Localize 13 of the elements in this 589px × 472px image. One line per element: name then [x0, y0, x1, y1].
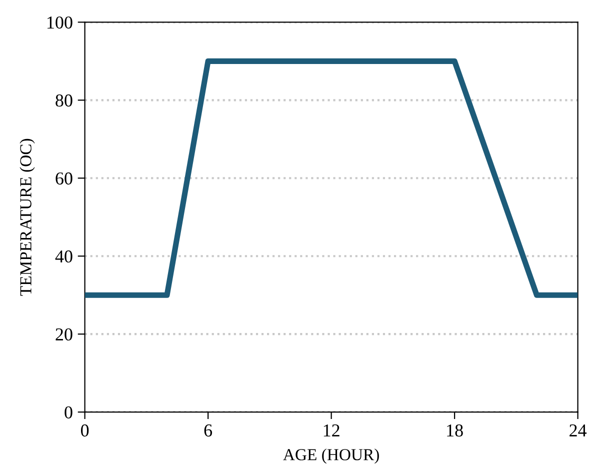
y-axis-title: TEMPERATURE (OC): [20, 138, 35, 296]
x-tick-label: 0: [80, 424, 89, 437]
y-tick-label: 60: [56, 172, 72, 185]
y-tick-label: 20: [56, 328, 72, 341]
x-tick-label: 18: [447, 424, 463, 437]
y-tick-label: 100: [48, 16, 72, 29]
y-tick-label: 0: [64, 406, 72, 418]
x-tick-label: 6: [204, 424, 212, 437]
y-tick-label: 40: [55, 250, 72, 263]
x-tick-label: 12: [324, 424, 340, 436]
y-tick-label: 80: [56, 94, 72, 107]
x-axis-title: AGE (HOUR): [283, 448, 379, 464]
x-tick-label: 24: [570, 424, 587, 436]
